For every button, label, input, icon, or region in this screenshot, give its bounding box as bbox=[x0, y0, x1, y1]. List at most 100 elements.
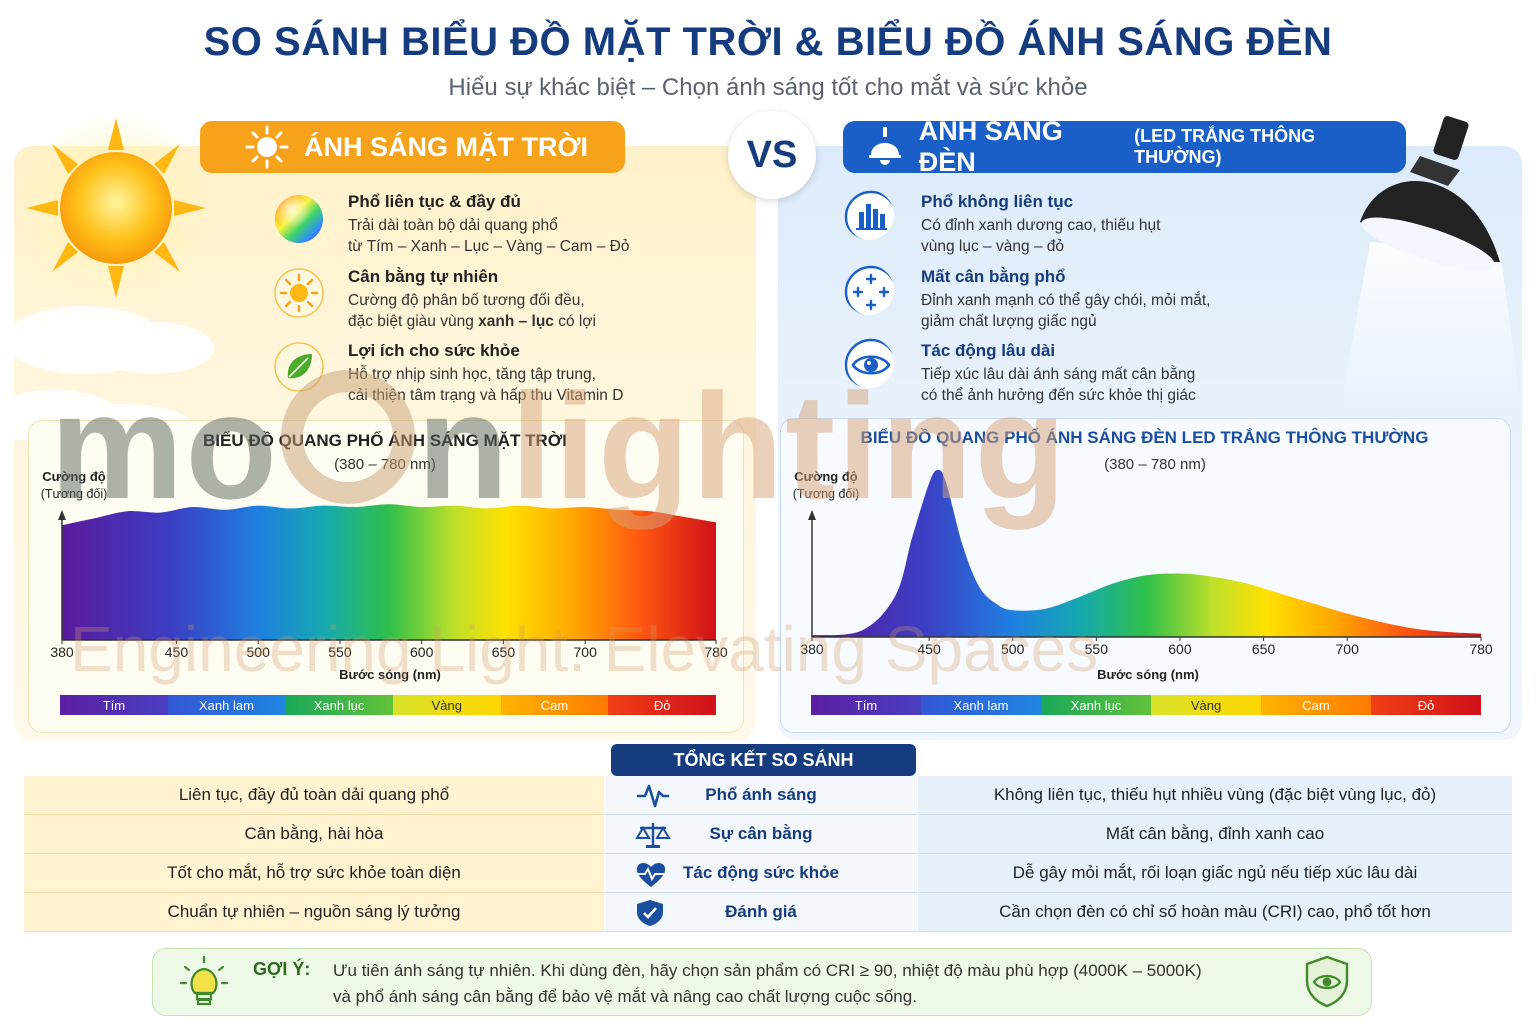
summary-sun-cell: Cân bằng, hài hòa bbox=[24, 815, 604, 854]
band-label-violet: Tím bbox=[60, 695, 168, 715]
led-x-tick-label: 380 bbox=[800, 641, 824, 657]
led-feature-3-line2: có thể ảnh hưởng đến sức khỏe thị giác bbox=[921, 387, 1196, 404]
band-label-orange: Cam bbox=[1261, 695, 1371, 715]
page-title: SO SÁNH BIỂU ĐỒ MẶT TRỜI & BIỂU ĐỒ ÁNH S… bbox=[203, 20, 1333, 64]
heart-pulse-icon bbox=[636, 862, 666, 887]
sun-x-tick-label: 600 bbox=[410, 644, 434, 660]
sun-illustration-icon bbox=[14, 110, 216, 440]
sun-icon bbox=[245, 125, 289, 169]
led-feature-1: Phổ không liên tục Có đỉnh xanh dương ca… bbox=[921, 192, 1301, 257]
sun-feature-2-line2-pre: đặc biệt giàu vùng bbox=[348, 313, 479, 330]
table-row: Chuẩn tự nhiên – nguồn sáng lý tưởng Đán… bbox=[24, 893, 1512, 932]
summary-led-cell: Cần chọn đèn có chỉ số hoàn màu (CRI) ca… bbox=[918, 893, 1512, 932]
summary-led-cell: Mất cân bằng, đỉnh xanh cao bbox=[918, 815, 1512, 854]
sun-feature-1-heading: Phổ liên tục & đầy đủ bbox=[348, 192, 521, 211]
leaf-icon bbox=[274, 342, 324, 392]
rainbow-sphere-icon bbox=[275, 195, 323, 243]
tip-line-1: Ưu tiên ánh sáng tự nhiên. Khi dùng đèn,… bbox=[333, 961, 1202, 980]
led-chart-ylabel-sub: (Tương đối) bbox=[792, 487, 860, 501]
table-row: Tốt cho mắt, hỗ trợ sức khỏe toàn diện T… bbox=[24, 854, 1512, 893]
summary-criterion-cell: Đánh giá bbox=[605, 893, 917, 932]
led-x-tick-label: 500 bbox=[1001, 641, 1025, 657]
sun-feature-2-line2-bold: xanh – lục bbox=[478, 313, 554, 330]
led-chart-xlabel: Bước sóng (nm) bbox=[1097, 667, 1199, 682]
table-row: Cân bằng, hài hòa Sự cân bằng Mất cân bằ… bbox=[24, 815, 1512, 854]
led-chart-ylabel: Cường độ (Tương đối) bbox=[788, 468, 864, 503]
sun-feature-2-line2-post: có lợi bbox=[553, 313, 596, 330]
sun-feature-2: Cân bằng tự nhiên Cường độ phân bố tương… bbox=[348, 267, 728, 332]
summary-sun-cell: Chuẩn tự nhiên – nguồn sáng lý tưởng bbox=[24, 893, 604, 932]
sun-x-tick-label: 780 bbox=[704, 644, 728, 660]
summary-criterion-cell: Tác động sức khỏe bbox=[605, 854, 917, 893]
led-chart-range: (380 – 780 nm) bbox=[1104, 456, 1206, 473]
summary-sun-cell: Tốt cho mắt, hỗ trợ sức khỏe toàn diện bbox=[24, 854, 604, 893]
led-chart-title: BIỂU ĐỒ QUANG PHỔ ÁNH SÁNG ĐÈN LED TRẮNG… bbox=[860, 428, 1429, 447]
led-feature-3-line1: Tiếp xúc lâu dài ánh sáng mất cân bằng bbox=[921, 366, 1196, 383]
shield-check-icon bbox=[637, 900, 663, 926]
led-chart-ylabel-main: Cường độ bbox=[794, 469, 858, 484]
watermark-tagline: Engineering Light. Elevating Spaces bbox=[70, 613, 1099, 685]
summary-criterion-cell: Phổ ánh sáng bbox=[605, 776, 917, 815]
lightbulb-icon bbox=[179, 955, 229, 1006]
led-feature-3-heading: Tác động lâu dài bbox=[921, 341, 1056, 360]
led-feature-1-heading: Phổ không liên tục bbox=[921, 192, 1074, 211]
pulse-icon bbox=[637, 784, 669, 808]
bar-chart-icon bbox=[844, 190, 894, 240]
led-x-tick-label: 550 bbox=[1085, 641, 1109, 657]
led-panel-title-text: ÁNH SÁNG ĐÈN bbox=[918, 116, 1063, 177]
sun-feature-1: Phổ liên tục & đầy đủ Trải dài toàn bộ d… bbox=[348, 192, 728, 257]
sun-feature-1-line1: Trải dài toàn bộ dải quang phổ bbox=[348, 217, 558, 234]
watermark-brand-b: n bbox=[417, 362, 511, 530]
led-x-tick-label: 450 bbox=[917, 641, 941, 657]
band-label-red: Đỏ bbox=[608, 695, 717, 715]
summary-criterion-label: Tác động sức khỏe bbox=[683, 863, 839, 882]
led-y-axis-arrow bbox=[808, 510, 816, 520]
band-label-red: Đỏ bbox=[1371, 695, 1481, 715]
sun-feature-2-line2: đặc biệt giàu vùng xanh – lục có lợi bbox=[348, 311, 728, 332]
summary-criterion-cell: Sự cân bằng bbox=[605, 815, 917, 854]
sun-chart-xlabel: Bước sóng (nm) bbox=[339, 667, 441, 682]
tip-box: GỢI Ý: Ưu tiên ánh sáng tự nhiên. Khi dù… bbox=[152, 948, 1372, 1016]
sun-chart-ylabel: Cường độ (Tương đối) bbox=[36, 468, 112, 503]
led-feature-1-line1: Có đỉnh xanh dương cao, thiếu hụt bbox=[921, 217, 1161, 234]
sun-icon bbox=[274, 268, 324, 318]
led-feature-2: Mất cân bằng phổ Đỉnh xanh mạnh có thể g… bbox=[921, 267, 1301, 332]
band-label-yellow: Vàng bbox=[392, 695, 501, 715]
page-subtitle: Hiểu sự khác biệt – Chọn ánh sáng tốt ch… bbox=[448, 74, 1088, 101]
tip-label: GỢI Ý: bbox=[253, 959, 311, 979]
watermark-brand-c: lighting bbox=[510, 362, 1069, 530]
sun-chart-ylabel-main: Cường độ bbox=[42, 469, 106, 484]
sun-panel-title-text: ÁNH SÁNG MẶT TRỜI bbox=[304, 131, 589, 162]
vs-badge: VS bbox=[728, 111, 816, 199]
watermark-brand-a: mo bbox=[50, 362, 279, 530]
sun-x-tick-label: 700 bbox=[574, 644, 598, 660]
band-label-yellow: Vàng bbox=[1151, 695, 1261, 715]
sun-y-axis-arrow bbox=[58, 510, 66, 520]
band-label-violet: Tím bbox=[811, 695, 921, 715]
led-feature-1-line2: vùng lục – vàng – đỏ bbox=[921, 238, 1065, 255]
tip-line-2: và phổ ánh sáng cân bằng để bảo vệ mắt v… bbox=[333, 987, 917, 1006]
summary-criterion-label: Phổ ánh sáng bbox=[705, 785, 817, 804]
led-x-tick-label: 650 bbox=[1252, 641, 1276, 657]
ceiling-lamp-icon bbox=[869, 127, 901, 165]
eye-icon bbox=[844, 338, 894, 388]
sun-feature-2-heading: Cân bằng tự nhiên bbox=[348, 267, 499, 286]
sun-x-tick-label: 500 bbox=[247, 644, 271, 660]
led-panel-title-small: (LED TRẮNG THÔNG THƯỜNG) bbox=[1134, 126, 1316, 167]
sun-chart-ylabel-sub: (Tương đối) bbox=[40, 487, 108, 501]
sun-color-band: Tím Xanh lam Xanh lục Vàng Cam Đỏ bbox=[60, 695, 717, 715]
lamp-illustration-icon bbox=[1340, 116, 1522, 412]
band-label-orange: Cam bbox=[500, 695, 609, 715]
summary-criterion-label: Đánh giá bbox=[725, 902, 797, 921]
band-label-green: Xanh lục bbox=[1041, 695, 1151, 715]
led-feature-3: Tác động lâu dài Tiếp xúc lâu dài ánh sá… bbox=[921, 341, 1301, 406]
led-panel-title: ÁNH SÁNG ĐÈN (LED TRẮNG THÔNG THƯỜNG) bbox=[843, 116, 1406, 177]
led-feature-2-heading: Mất cân bằng phổ bbox=[921, 267, 1066, 286]
led-x-tick-label: 780 bbox=[1469, 641, 1493, 657]
sun-feature-2-line1: Cường độ phân bố tương đối đều, bbox=[348, 292, 585, 309]
band-label-blue: Xanh lam bbox=[921, 695, 1041, 715]
led-feature-2-line1: Đỉnh xanh mạnh có thể gây chói, mỏi mắt, bbox=[921, 292, 1211, 309]
summary-sun-cell: Liên tục, đầy đủ toàn dải quang phổ bbox=[24, 776, 604, 815]
sun-x-tick-label: 380 bbox=[50, 644, 74, 660]
